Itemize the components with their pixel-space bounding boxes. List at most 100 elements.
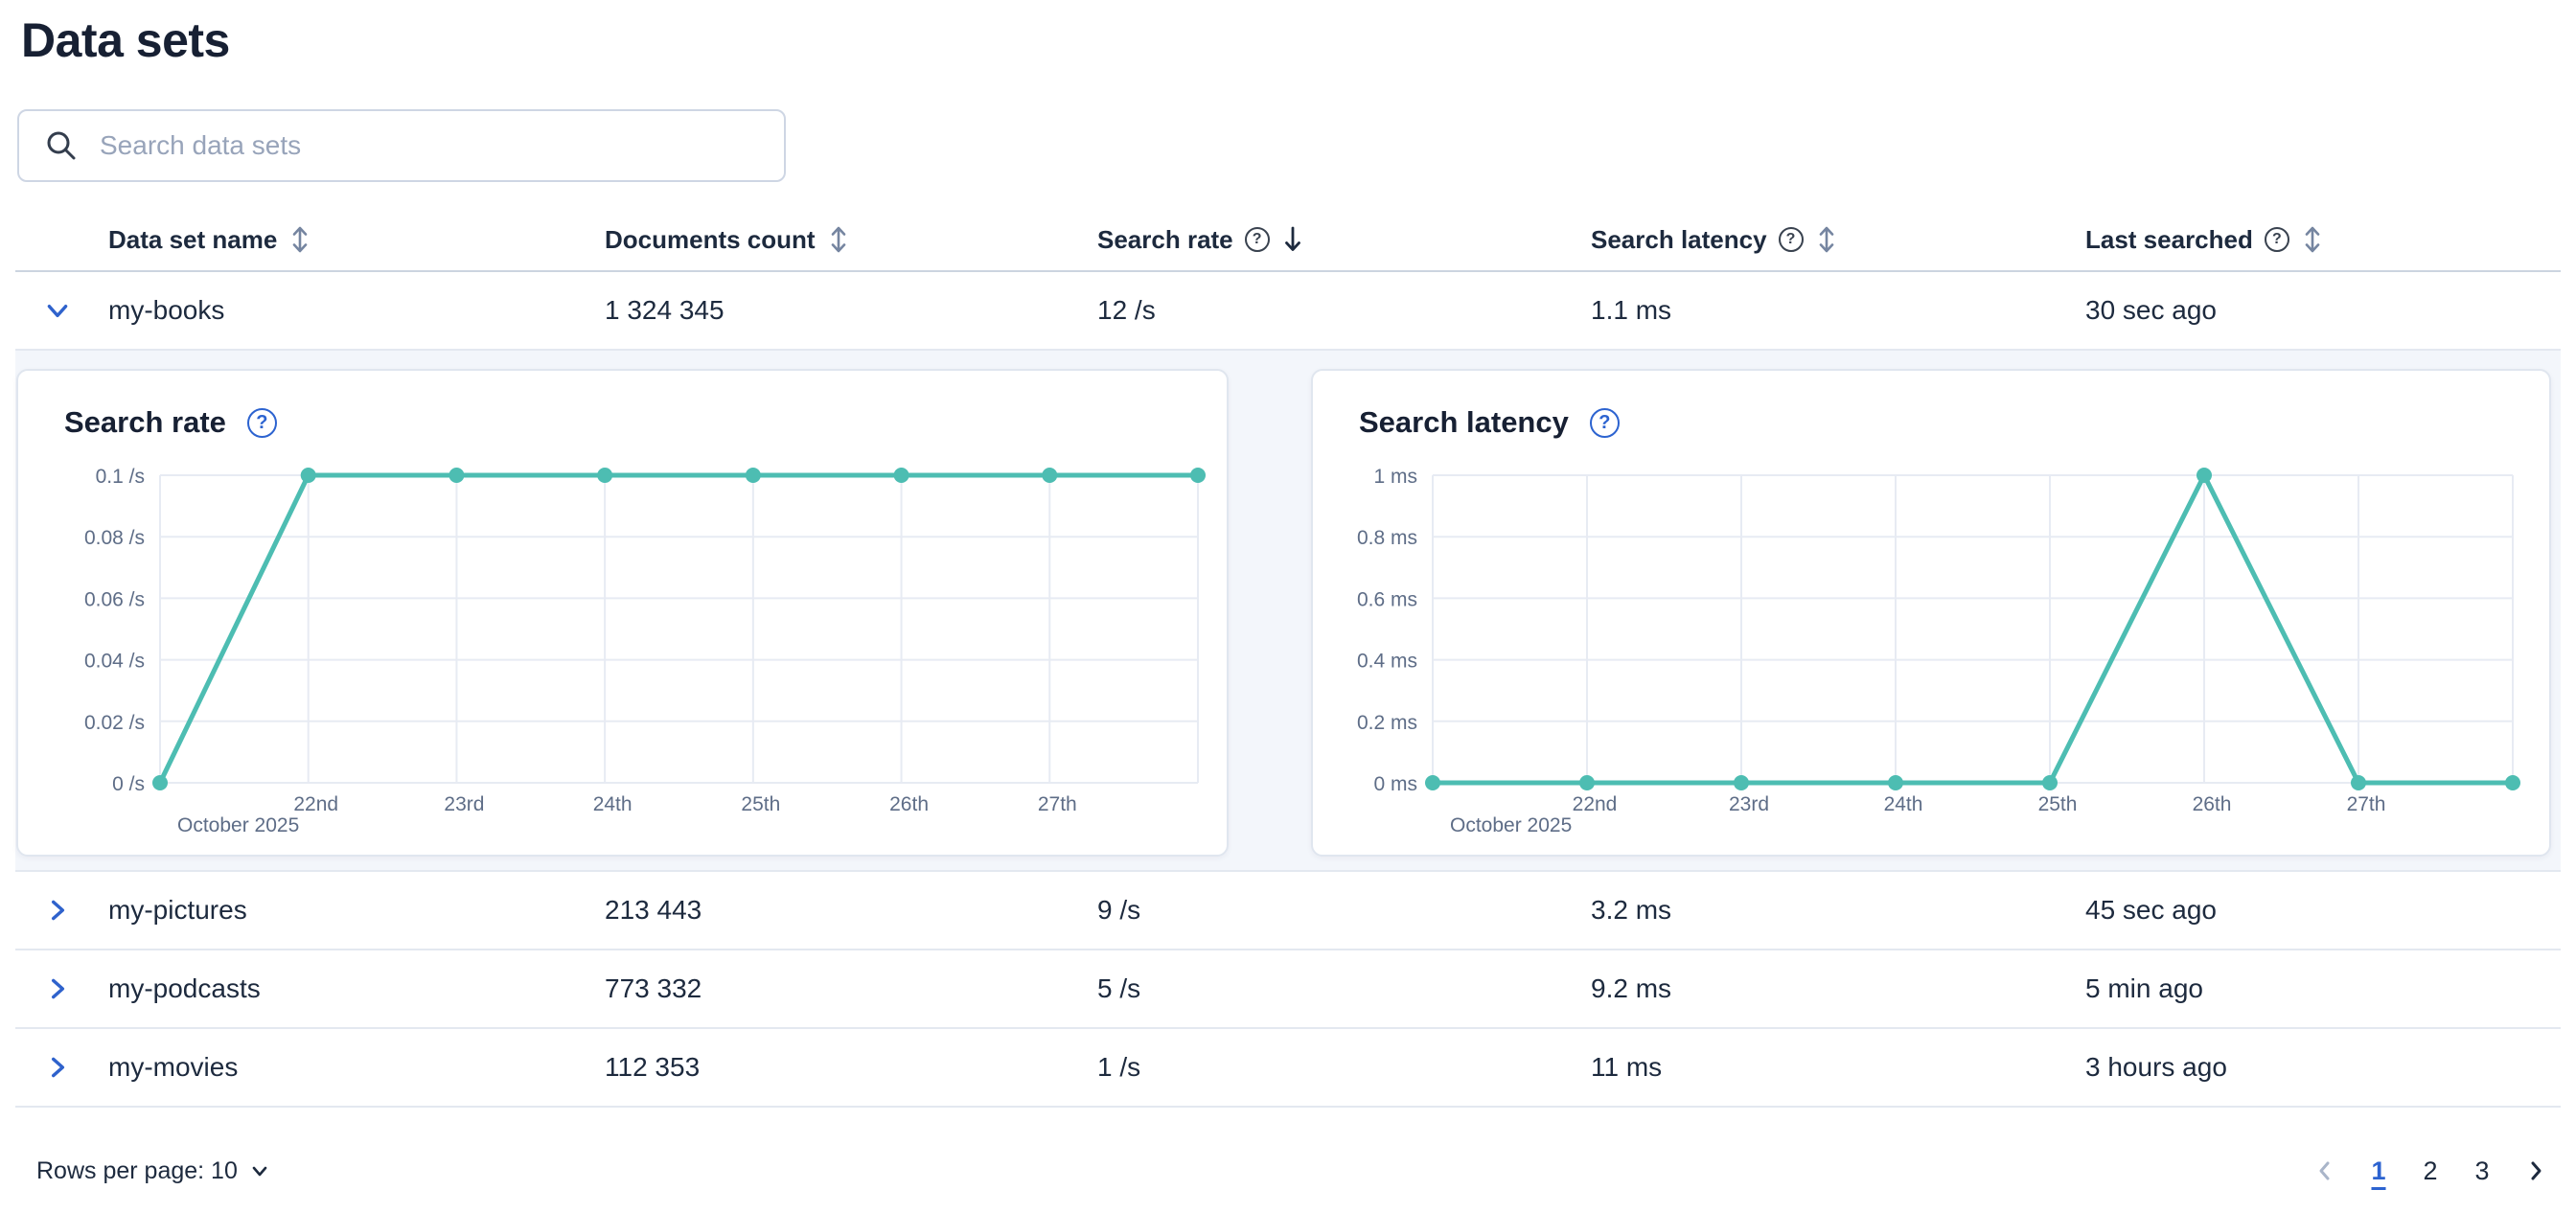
column-label: Search latency	[1591, 224, 1767, 254]
column-label: Data set name	[108, 224, 278, 254]
dataset-name-cell: my-movies	[108, 1052, 239, 1082]
previous-page-button[interactable]	[2304, 1150, 2346, 1192]
search-rate-cell: 5 /s	[1097, 973, 1141, 1003]
dataset-name-cell: my-pictures	[108, 895, 247, 925]
svg-text:0.1 /s: 0.1 /s	[96, 466, 145, 488]
search-rate-panel: Search rate ? 0 /s 0.02 /s 0.04 /s 0.06 /s 0…	[16, 369, 1229, 857]
column-header-last-searched[interactable]: Last searched ?	[2085, 224, 2561, 255]
svg-text:24th: 24th	[1884, 793, 1923, 815]
last-searched-cell: 45 sec ago	[2085, 895, 2217, 925]
svg-text:0.8 ms: 0.8 ms	[1357, 527, 1417, 549]
pagination: 1 2 3	[2304, 1150, 2557, 1192]
chart-title: Search rate	[64, 405, 226, 439]
search-box	[17, 109, 786, 182]
search-rate-cell: 1 /s	[1097, 1052, 1141, 1082]
sort-desc-arrow-icon	[1284, 226, 1300, 251]
chevron-down-icon	[47, 305, 68, 318]
expand-row-button[interactable]	[34, 966, 80, 1012]
documents-count-cell: 1 324 345	[605, 295, 724, 325]
table-row: my-pictures 213 443 9 /s 3.2 ms 45 sec a…	[15, 872, 2561, 950]
rows-per-page-button[interactable]: Rows per page: 10	[36, 1157, 270, 1185]
column-label: Search rate	[1097, 224, 1233, 254]
svg-text:0 ms: 0 ms	[1373, 773, 1417, 795]
svg-text:0 /s: 0 /s	[112, 773, 145, 795]
chevron-right-icon	[52, 978, 65, 999]
svg-text:0.4 ms: 0.4 ms	[1357, 651, 1417, 673]
svg-text:22nd: 22nd	[293, 793, 338, 815]
svg-text:0.06 /s: 0.06 /s	[84, 588, 145, 610]
column-header-documents-count[interactable]: Documents count	[605, 224, 1097, 255]
help-icon[interactable]: ?	[246, 407, 277, 438]
svg-text:0.02 /s: 0.02 /s	[84, 712, 145, 734]
collapse-row-button[interactable]	[34, 287, 80, 333]
dataset-name-cell: my-podcasts	[108, 973, 261, 1003]
svg-text:0.6 ms: 0.6 ms	[1357, 588, 1417, 610]
search-rate-cell: 9 /s	[1097, 895, 1141, 925]
svg-text:26th: 26th	[2193, 793, 2232, 815]
table-row: my-podcasts 773 332 5 /s 9.2 ms 5 min ag…	[15, 950, 2561, 1029]
rows-per-page-label: Rows per page: 10	[36, 1156, 238, 1184]
svg-text:27th: 27th	[2347, 793, 2386, 815]
column-header-search-rate[interactable]: Search rate ?	[1097, 224, 1591, 255]
svg-text:27th: 27th	[1038, 793, 1077, 815]
last-searched-cell: 5 min ago	[2085, 973, 2203, 1003]
page-number-button[interactable]: 2	[2411, 1150, 2450, 1192]
search-icon	[47, 131, 76, 160]
search-latency-chart: 0 ms 0.2 ms 0.4 ms 0.6 ms 0.8 ms 1 ms 22nd 23rd…	[1357, 466, 2520, 836]
svg-text:October 2025: October 2025	[177, 814, 299, 836]
search-input[interactable]	[98, 129, 761, 162]
documents-count-cell: 213 443	[605, 895, 702, 925]
help-icon[interactable]: ?	[1589, 407, 1620, 438]
svg-text:0.04 /s: 0.04 /s	[84, 651, 145, 673]
sortable-icon	[2305, 226, 2320, 253]
svg-text:22nd: 22nd	[1573, 793, 1618, 815]
search-latency-cell: 1.1 ms	[1591, 295, 1672, 325]
page-title: Data sets	[21, 13, 230, 67]
expand-row-button[interactable]	[34, 887, 80, 933]
column-label: Documents count	[605, 224, 816, 254]
next-page-button[interactable]	[2515, 1150, 2557, 1192]
help-icon[interactable]: ?	[2264, 227, 2289, 252]
page-number-button[interactable]: 1	[2359, 1150, 2398, 1192]
last-searched-cell: 30 sec ago	[2085, 295, 2217, 325]
svg-text:0.2 ms: 0.2 ms	[1357, 712, 1417, 734]
chevron-right-icon	[52, 1057, 65, 1078]
chart-title: Search latency	[1359, 405, 1569, 439]
expand-row-button[interactable]	[34, 1044, 80, 1090]
svg-text:23rd: 23rd	[1729, 793, 1769, 815]
column-label: Last searched	[2085, 224, 2253, 254]
svg-text:25th: 25th	[2038, 793, 2078, 815]
svg-text:26th: 26th	[889, 793, 929, 815]
search-latency-panel: Search latency ? 0 ms 0.2 ms 0.4 ms 0.6 ms 0…	[1311, 369, 2551, 857]
page-number-button[interactable]: 3	[2463, 1150, 2501, 1192]
search-rate-cell: 12 /s	[1097, 295, 1156, 325]
chevron-down-icon	[252, 1166, 267, 1177]
expanded-row-details: Search rate ? 0 /s 0.02 /s 0.04 /s 0.06 /s 0…	[15, 351, 2561, 872]
last-searched-cell: 3 hours ago	[2085, 1052, 2227, 1082]
chevron-left-icon	[2319, 1161, 2330, 1180]
svg-text:25th: 25th	[741, 793, 780, 815]
svg-text:23rd: 23rd	[444, 793, 484, 815]
search-latency-cell: 3.2 ms	[1591, 895, 1672, 925]
column-header-search-latency[interactable]: Search latency ?	[1591, 224, 2085, 255]
help-icon[interactable]: ?	[1244, 227, 1270, 252]
chevron-right-icon	[52, 900, 65, 921]
dataset-name-cell: my-books	[108, 295, 225, 325]
svg-text:October 2025: October 2025	[1450, 814, 1572, 836]
search-latency-cell: 9.2 ms	[1591, 973, 1672, 1003]
sortable-icon	[1819, 226, 1833, 253]
svg-text:24th: 24th	[593, 793, 632, 815]
sortable-icon	[831, 226, 845, 253]
documents-count-cell: 773 332	[605, 973, 702, 1003]
sortable-icon	[293, 226, 308, 253]
column-header-data-set-name[interactable]: Data set name	[108, 224, 605, 255]
documents-count-cell: 112 353	[605, 1052, 701, 1082]
chevron-right-icon	[2531, 1161, 2542, 1180]
table-header-row: Data set name Documents count Search rat…	[15, 182, 2561, 272]
table-row: my-movies 112 353 1 /s 11 ms 3 hours ago	[15, 1029, 2561, 1108]
search-rate-chart: 0 /s 0.02 /s 0.04 /s 0.06 /s 0.08 /s 0.1 /s 22…	[84, 466, 1206, 836]
help-icon[interactable]: ?	[1778, 227, 1804, 252]
svg-text:1 ms: 1 ms	[1373, 466, 1417, 488]
table-row: my-books 1 324 345 12 /s 1.1 ms 30 sec a…	[15, 272, 2561, 351]
